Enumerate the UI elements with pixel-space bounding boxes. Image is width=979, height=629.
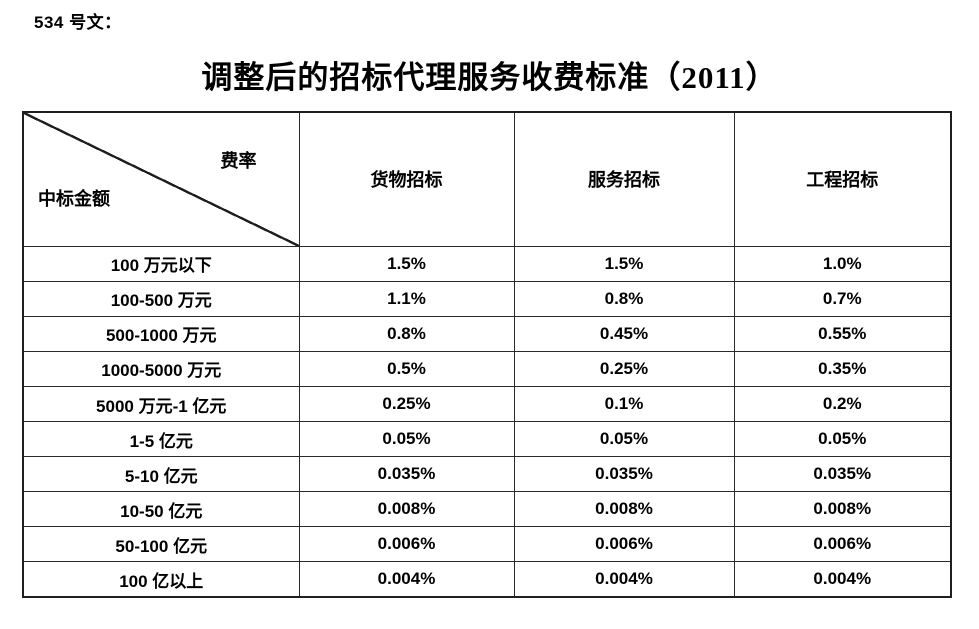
table-header-row: 费率 中标金额 货物招标 服务招标 工程招标: [22, 111, 952, 247]
amount-range: 5-10 亿元: [22, 456, 300, 493]
amount-range: 1000-5000 万元: [22, 350, 300, 388]
goods-rate: 1.1%: [298, 280, 515, 317]
diagonal-corner-cell: 费率 中标金额: [22, 111, 300, 247]
goods-rate: 0.035%: [298, 456, 515, 493]
engineering-rate: 0.7%: [733, 280, 952, 317]
goods-rate: 0.004%: [298, 561, 515, 598]
goods-rate: 0.008%: [298, 491, 515, 528]
service-rate: 0.004%: [513, 561, 735, 598]
service-rate: 0.006%: [513, 526, 735, 563]
amount-range: 100 万元以下: [22, 245, 300, 282]
corner-label-fee-rate: 费率: [220, 151, 257, 171]
engineering-rate: 0.008%: [733, 491, 952, 528]
column-header-goods: 货物招标: [298, 111, 515, 247]
goods-rate: 0.006%: [298, 526, 515, 563]
engineering-rate: 0.004%: [733, 561, 952, 598]
service-rate: 0.45%: [513, 315, 735, 352]
service-rate: 0.008%: [513, 491, 735, 528]
goods-rate: 0.25%: [298, 386, 515, 423]
amount-range: 5000 万元-1 亿元: [22, 386, 300, 423]
document-number-label: 534 号文：: [34, 13, 122, 32]
amount-range: 100 亿以上: [22, 561, 300, 598]
column-header-engineering: 工程招标: [733, 111, 952, 247]
page-title: 调整后的招标代理服务收费标准（2011）: [201, 60, 778, 95]
engineering-rate: 0.35%: [733, 350, 952, 388]
table-row: 1000-5000 万元 0.5% 0.25% 0.35%: [22, 350, 952, 388]
table-row: 500-1000 万元 0.8% 0.45% 0.55%: [22, 315, 952, 352]
service-rate: 0.25%: [513, 350, 735, 388]
service-rate: 0.1%: [513, 386, 735, 423]
goods-rate: 0.05%: [298, 421, 515, 458]
table-row: 100 万元以下 1.5% 1.5% 1.0%: [22, 245, 952, 282]
corner-label-bid-amount: 中标金额: [38, 189, 110, 209]
table-row: 50-100 亿元 0.006% 0.006% 0.006%: [22, 526, 952, 563]
amount-range: 500-1000 万元: [22, 315, 300, 352]
table-row: 5-10 亿元 0.035% 0.035% 0.035%: [22, 456, 952, 493]
amount-range: 10-50 亿元: [22, 491, 300, 528]
service-rate: 1.5%: [513, 245, 735, 282]
table-row: 5000 万元-1 亿元 0.25% 0.1% 0.2%: [22, 386, 952, 423]
fee-rate-table: 费率 中标金额 货物招标 服务招标 工程招标 100 万元以下 1.5% 1.5…: [22, 111, 952, 598]
engineering-rate: 0.035%: [733, 456, 952, 493]
table-row: 100-500 万元 1.1% 0.8% 0.7%: [22, 280, 952, 317]
table-row: 10-50 亿元 0.008% 0.008% 0.008%: [22, 491, 952, 528]
engineering-rate: 0.05%: [733, 421, 952, 458]
engineering-rate: 0.2%: [733, 386, 952, 423]
table-row: 1-5 亿元 0.05% 0.05% 0.05%: [22, 421, 952, 458]
amount-range: 100-500 万元: [22, 280, 300, 317]
service-rate: 0.05%: [513, 421, 735, 458]
service-rate: 0.035%: [513, 456, 735, 493]
amount-range: 50-100 亿元: [22, 526, 300, 563]
goods-rate: 0.5%: [298, 350, 515, 388]
engineering-rate: 1.0%: [733, 245, 952, 282]
column-header-service: 服务招标: [513, 111, 735, 247]
amount-range: 1-5 亿元: [22, 421, 300, 458]
table-row: 100 亿以上 0.004% 0.004% 0.004%: [22, 561, 952, 598]
engineering-rate: 0.006%: [733, 526, 952, 563]
engineering-rate: 0.55%: [733, 315, 952, 352]
goods-rate: 1.5%: [298, 245, 515, 282]
goods-rate: 0.8%: [298, 315, 515, 352]
service-rate: 0.8%: [513, 280, 735, 317]
